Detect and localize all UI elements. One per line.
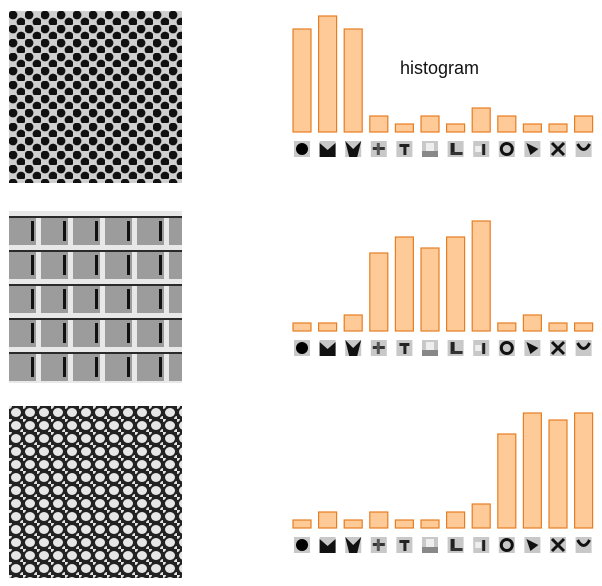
grid-filter-b-icon xyxy=(396,141,412,157)
v-shape-filter-icon xyxy=(320,537,336,553)
histogram-bar xyxy=(395,237,413,331)
histogram-bar xyxy=(344,29,362,132)
grid-filter-a-icon xyxy=(371,537,387,553)
histogram-bar xyxy=(293,520,311,528)
v-shape-filter-icon xyxy=(320,340,336,356)
v-shape-filter-icon xyxy=(320,141,336,157)
y-shape-filter-icon xyxy=(345,141,361,157)
blob-filter-icon xyxy=(294,340,310,356)
corner-filter-icon xyxy=(524,537,540,553)
histogram-bar xyxy=(575,323,593,331)
grid-filter-a-icon xyxy=(371,340,387,356)
ring-filter-icon xyxy=(499,537,515,553)
corner-filter-icon xyxy=(524,141,540,157)
curve-filter-icon xyxy=(576,141,592,157)
histogram-bar xyxy=(395,124,413,132)
histogram-bar xyxy=(549,124,567,132)
histogram-bar xyxy=(370,512,388,528)
histogram-bar xyxy=(370,253,388,331)
histogram-2 xyxy=(0,199,602,389)
histogram-bar xyxy=(421,520,439,528)
y-shape-filter-icon xyxy=(345,340,361,356)
bar-filter-b-icon xyxy=(448,340,464,356)
grid-filter-b-icon xyxy=(396,537,412,553)
ring-filter-icon xyxy=(499,340,515,356)
histogram-1 xyxy=(0,0,602,190)
histogram-bar xyxy=(319,323,337,331)
histogram-bar xyxy=(344,315,362,331)
x-shape-filter-icon xyxy=(550,340,566,356)
histogram-bar xyxy=(498,323,516,331)
x-shape-filter-icon xyxy=(550,141,566,157)
histogram-bar xyxy=(575,116,593,132)
histogram-bar xyxy=(344,520,362,528)
blob-filter-icon xyxy=(294,141,310,157)
histogram-bar xyxy=(523,315,541,331)
histogram-bar xyxy=(498,434,516,528)
row-2 xyxy=(0,199,602,389)
x-shape-filter-icon xyxy=(550,537,566,553)
histogram-bar xyxy=(319,512,337,528)
histogram-bar xyxy=(447,237,465,331)
bar-filter-c-icon xyxy=(473,141,489,157)
curve-filter-icon xyxy=(576,340,592,356)
grid-filter-b-icon xyxy=(396,340,412,356)
bar-filter-b-icon xyxy=(448,141,464,157)
histogram-bar xyxy=(472,108,490,132)
bar-filter-a-icon xyxy=(422,537,438,553)
grid-filter-a-icon xyxy=(371,141,387,157)
row-1: histogram xyxy=(0,0,602,190)
histogram-bar xyxy=(395,520,413,528)
histogram-label: histogram xyxy=(400,58,479,79)
bar-filter-a-icon xyxy=(422,340,438,356)
row-3 xyxy=(0,396,602,586)
corner-filter-icon xyxy=(524,340,540,356)
histogram-3 xyxy=(0,396,602,586)
histogram-bar xyxy=(523,124,541,132)
blob-filter-icon xyxy=(294,537,310,553)
bar-filter-b-icon xyxy=(448,537,464,553)
histogram-bar xyxy=(421,248,439,331)
histogram-bar xyxy=(447,512,465,528)
histogram-bar xyxy=(575,413,593,528)
curve-filter-icon xyxy=(576,537,592,553)
histogram-bar xyxy=(549,420,567,528)
histogram-bar xyxy=(319,16,337,132)
ring-filter-icon xyxy=(499,141,515,157)
histogram-bar xyxy=(472,504,490,528)
histogram-bar xyxy=(421,116,439,132)
bar-filter-c-icon xyxy=(473,340,489,356)
histogram-bar xyxy=(523,413,541,528)
histogram-bar xyxy=(293,323,311,331)
y-shape-filter-icon xyxy=(345,537,361,553)
histogram-bar xyxy=(498,116,516,132)
histogram-bar xyxy=(370,116,388,132)
bar-filter-c-icon xyxy=(473,537,489,553)
bar-filter-a-icon xyxy=(422,141,438,157)
histogram-bar xyxy=(549,323,567,331)
histogram-bar xyxy=(472,221,490,331)
histogram-bar xyxy=(447,124,465,132)
histogram-bar xyxy=(293,29,311,132)
